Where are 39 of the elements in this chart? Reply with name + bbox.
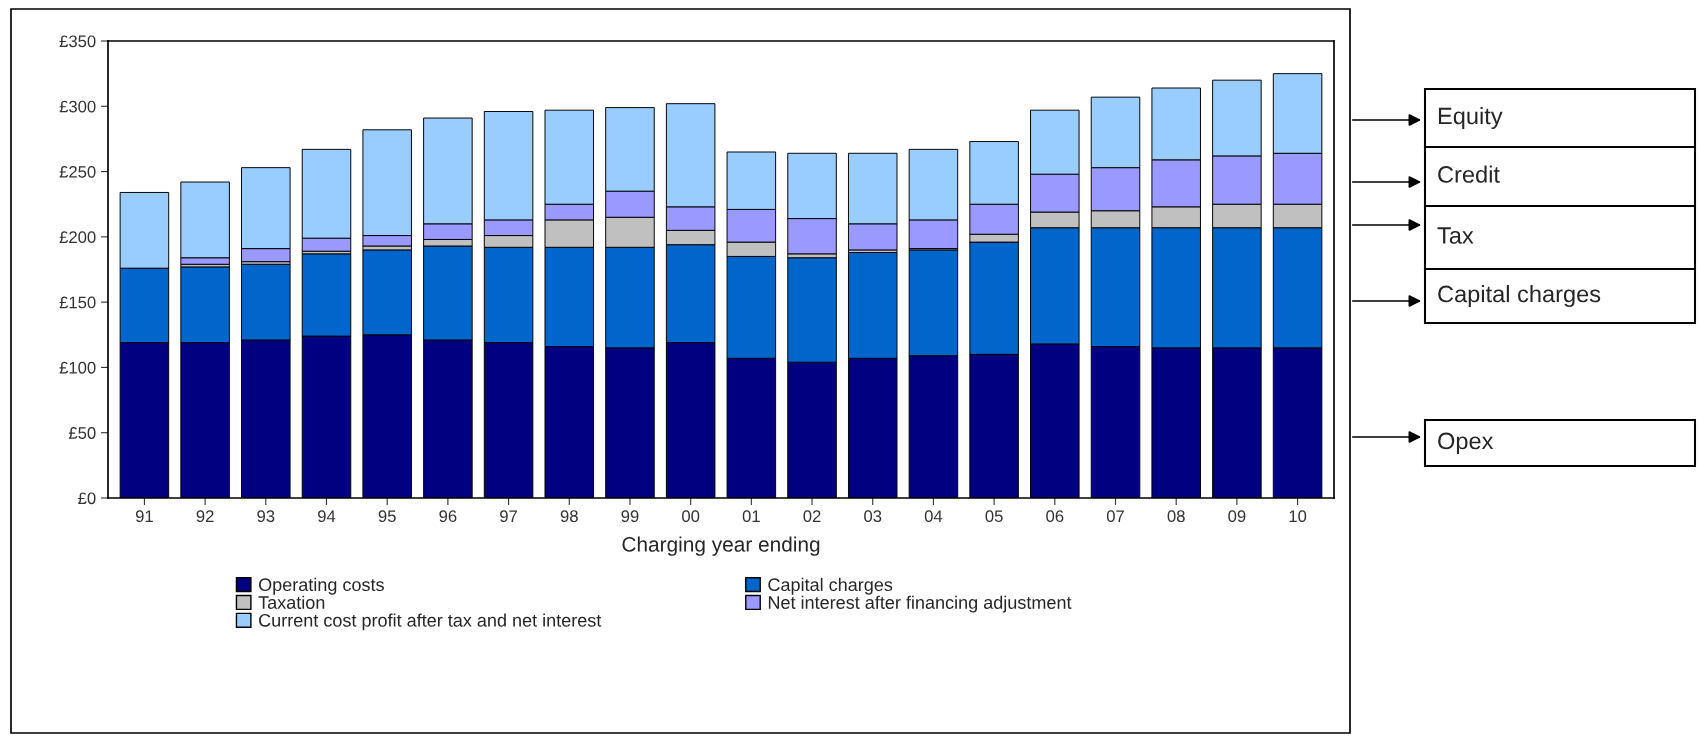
x-tick-label: 99: [621, 510, 639, 523]
x-tick-label: 04: [924, 510, 943, 523]
y-tick-label: £200: [59, 231, 96, 244]
legend-label: Net interest after financing adjustment: [768, 595, 1072, 613]
x-tick-label: 10: [1289, 510, 1307, 523]
y-tick-label: £150: [59, 296, 96, 309]
x-tick-label: 97: [500, 510, 518, 523]
x-tick-label: 95: [378, 510, 396, 523]
x-tick-label: 92: [196, 510, 214, 523]
x-tick-label: 02: [803, 510, 821, 523]
x-tick-label: 96: [439, 510, 457, 523]
legend-label: Taxation: [258, 595, 325, 609]
x-tick-label: 07: [1106, 510, 1124, 523]
x-tick-label: 94: [318, 510, 336, 523]
x-tick-label: 98: [560, 510, 578, 523]
legend-label: Capital charges: [768, 577, 893, 595]
text: Tax: [1437, 227, 1474, 244]
x-tick-label: 01: [742, 510, 760, 523]
x-tick-label: 08: [1167, 510, 1185, 523]
y-tick-label: £100: [59, 361, 96, 374]
x-tick-label: 09: [1228, 510, 1246, 523]
y-tick-label: £50: [68, 427, 96, 439]
legend-label: Operating costs: [258, 577, 384, 595]
x-tick-label: 93: [257, 510, 275, 523]
x-tick-label: 91: [135, 510, 153, 523]
x-tick-label: 00: [682, 510, 700, 523]
x-tick-label: 03: [864, 510, 882, 523]
text: Capital charges: [1438, 284, 1601, 307]
y-tick-label: £350: [59, 35, 96, 48]
y-tick-label: £0: [78, 492, 96, 505]
y-tick-label: £300: [59, 100, 96, 113]
x-tick-label: 06: [1046, 510, 1064, 523]
legend-label: Current cost profit after tax and net interest: [259, 613, 602, 631]
text: Credit: [1438, 165, 1500, 183]
text: Equity: [1438, 107, 1503, 130]
y-tick-label: £250: [59, 165, 96, 178]
x-tick-label: 05: [985, 510, 1003, 523]
text: Opex: [1438, 432, 1494, 454]
x-axis-title: Charging year ending: [622, 536, 820, 556]
